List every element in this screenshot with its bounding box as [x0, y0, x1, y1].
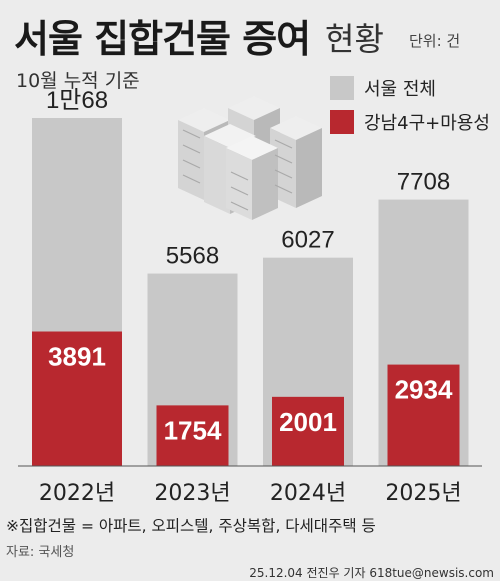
data-label-gangnam-3: 2934: [395, 375, 453, 405]
bar-gangnam-2: [272, 396, 344, 466]
legend-label-gangnam: 강남4구+마용성: [364, 113, 490, 134]
legend: 서울 전체 강남4구+마용성: [330, 74, 490, 142]
bar-gangnam-0: [32, 331, 122, 466]
bar-gangnam-3: [387, 364, 460, 466]
data-label-total-2: 6027: [281, 227, 334, 254]
data-label-gangnam-2: 2001: [279, 407, 337, 437]
legend-item-gangnam: 강남4구+마용성: [330, 108, 490, 136]
data-label-gangnam-1: 1754: [164, 415, 222, 445]
x-tick-label-0: 2022년: [39, 481, 115, 506]
credit-line: 25.12.04 전진우 기자 618tue@newsis.com: [249, 566, 494, 580]
legend-item-total: 서울 전체: [330, 74, 490, 102]
source-label: 자료: 국세청: [6, 545, 75, 560]
apartment-buildings-icon: [178, 96, 322, 220]
legend-swatch-gangnam: [330, 110, 354, 134]
x-tick-label-2: 2024년: [270, 481, 346, 506]
data-label-total-3: 7708: [397, 169, 450, 196]
data-label-total-1: 5568: [166, 243, 219, 270]
data-label-total-0: 1만68: [46, 87, 108, 114]
footnote: ※집합건물 = 아파트, 오피스텔, 주상복합, 다세대주택 등: [6, 517, 376, 535]
unit-label: 단위: 건: [409, 32, 461, 50]
x-tick-label-3: 2025년: [385, 481, 461, 506]
bars-layer: 1만68 3891 5568 1754 6027 2001 7708 2934: [32, 87, 469, 466]
bar-gangnam-1: [156, 405, 229, 466]
x-tick-label-1: 2023년: [154, 481, 230, 506]
legend-swatch-total: [330, 76, 354, 100]
page-subtitle: 현황: [325, 20, 384, 58]
x-axis-labels: 2022년 2023년 2024년 2025년: [39, 481, 462, 506]
legend-label-total: 서울 전체: [364, 79, 436, 100]
basis-label: 10월 누적 기준: [16, 70, 140, 92]
page-title: 서울 집합건물 증여: [14, 17, 311, 61]
data-label-gangnam-0: 3891: [48, 342, 106, 372]
